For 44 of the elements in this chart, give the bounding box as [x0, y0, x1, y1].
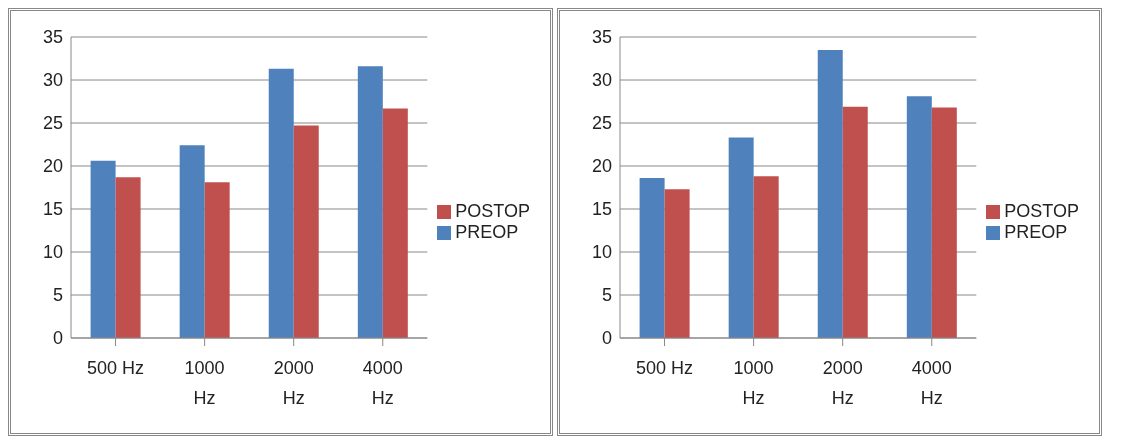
- y-tick-label: 10: [42, 242, 63, 263]
- y-tick-label: 0: [52, 328, 63, 349]
- x-tick-label: 500 Hz: [636, 358, 694, 378]
- x-tick-label: 1000 Hz: [184, 358, 225, 408]
- bar: [639, 178, 665, 338]
- x-tick-label: 4000 Hz: [362, 358, 403, 408]
- bar: [293, 125, 319, 338]
- bar: [382, 108, 408, 338]
- legend-label: PREOP: [1004, 222, 1068, 242]
- y-tick-label: 30: [591, 70, 612, 91]
- bar: [931, 107, 957, 338]
- bar: [357, 66, 383, 338]
- bar: [268, 68, 294, 338]
- y-tick-label: 30: [42, 70, 63, 91]
- x-tick-label: 1000 Hz: [733, 358, 774, 408]
- x-tick-label: 2000 Hz: [273, 358, 314, 408]
- x-tick-label: 4000 Hz: [911, 358, 952, 408]
- y-tick-label: 5: [52, 285, 63, 306]
- bar: [753, 176, 779, 338]
- legend-label: POSTOP: [1004, 201, 1079, 221]
- bar: [204, 182, 230, 338]
- y-tick-label: 35: [591, 27, 612, 48]
- y-tick-label: 20: [42, 156, 63, 177]
- bar: [842, 106, 868, 338]
- y-tick-label: 15: [591, 199, 612, 220]
- bar: [817, 49, 843, 338]
- bar: [906, 96, 932, 338]
- y-tick-label: 20: [591, 156, 612, 177]
- bar: [664, 189, 690, 338]
- y-tick-label: 35: [42, 27, 63, 48]
- y-tick-label: 5: [601, 285, 612, 306]
- bar: [115, 177, 141, 338]
- legend-label: POSTOP: [455, 201, 530, 221]
- x-tick-label: 500 Hz: [87, 358, 145, 378]
- legend-label: PREOP: [455, 222, 519, 242]
- y-tick-label: 25: [42, 113, 63, 134]
- x-tick-label: 2000 Hz: [822, 358, 863, 408]
- y-tick-label: 25: [591, 113, 612, 134]
- bar: [90, 160, 116, 338]
- bar: [728, 137, 754, 338]
- bar: [179, 145, 205, 338]
- y-tick-label: 15: [42, 199, 63, 220]
- y-tick-label: 0: [601, 328, 612, 349]
- y-tick-label: 10: [591, 242, 612, 263]
